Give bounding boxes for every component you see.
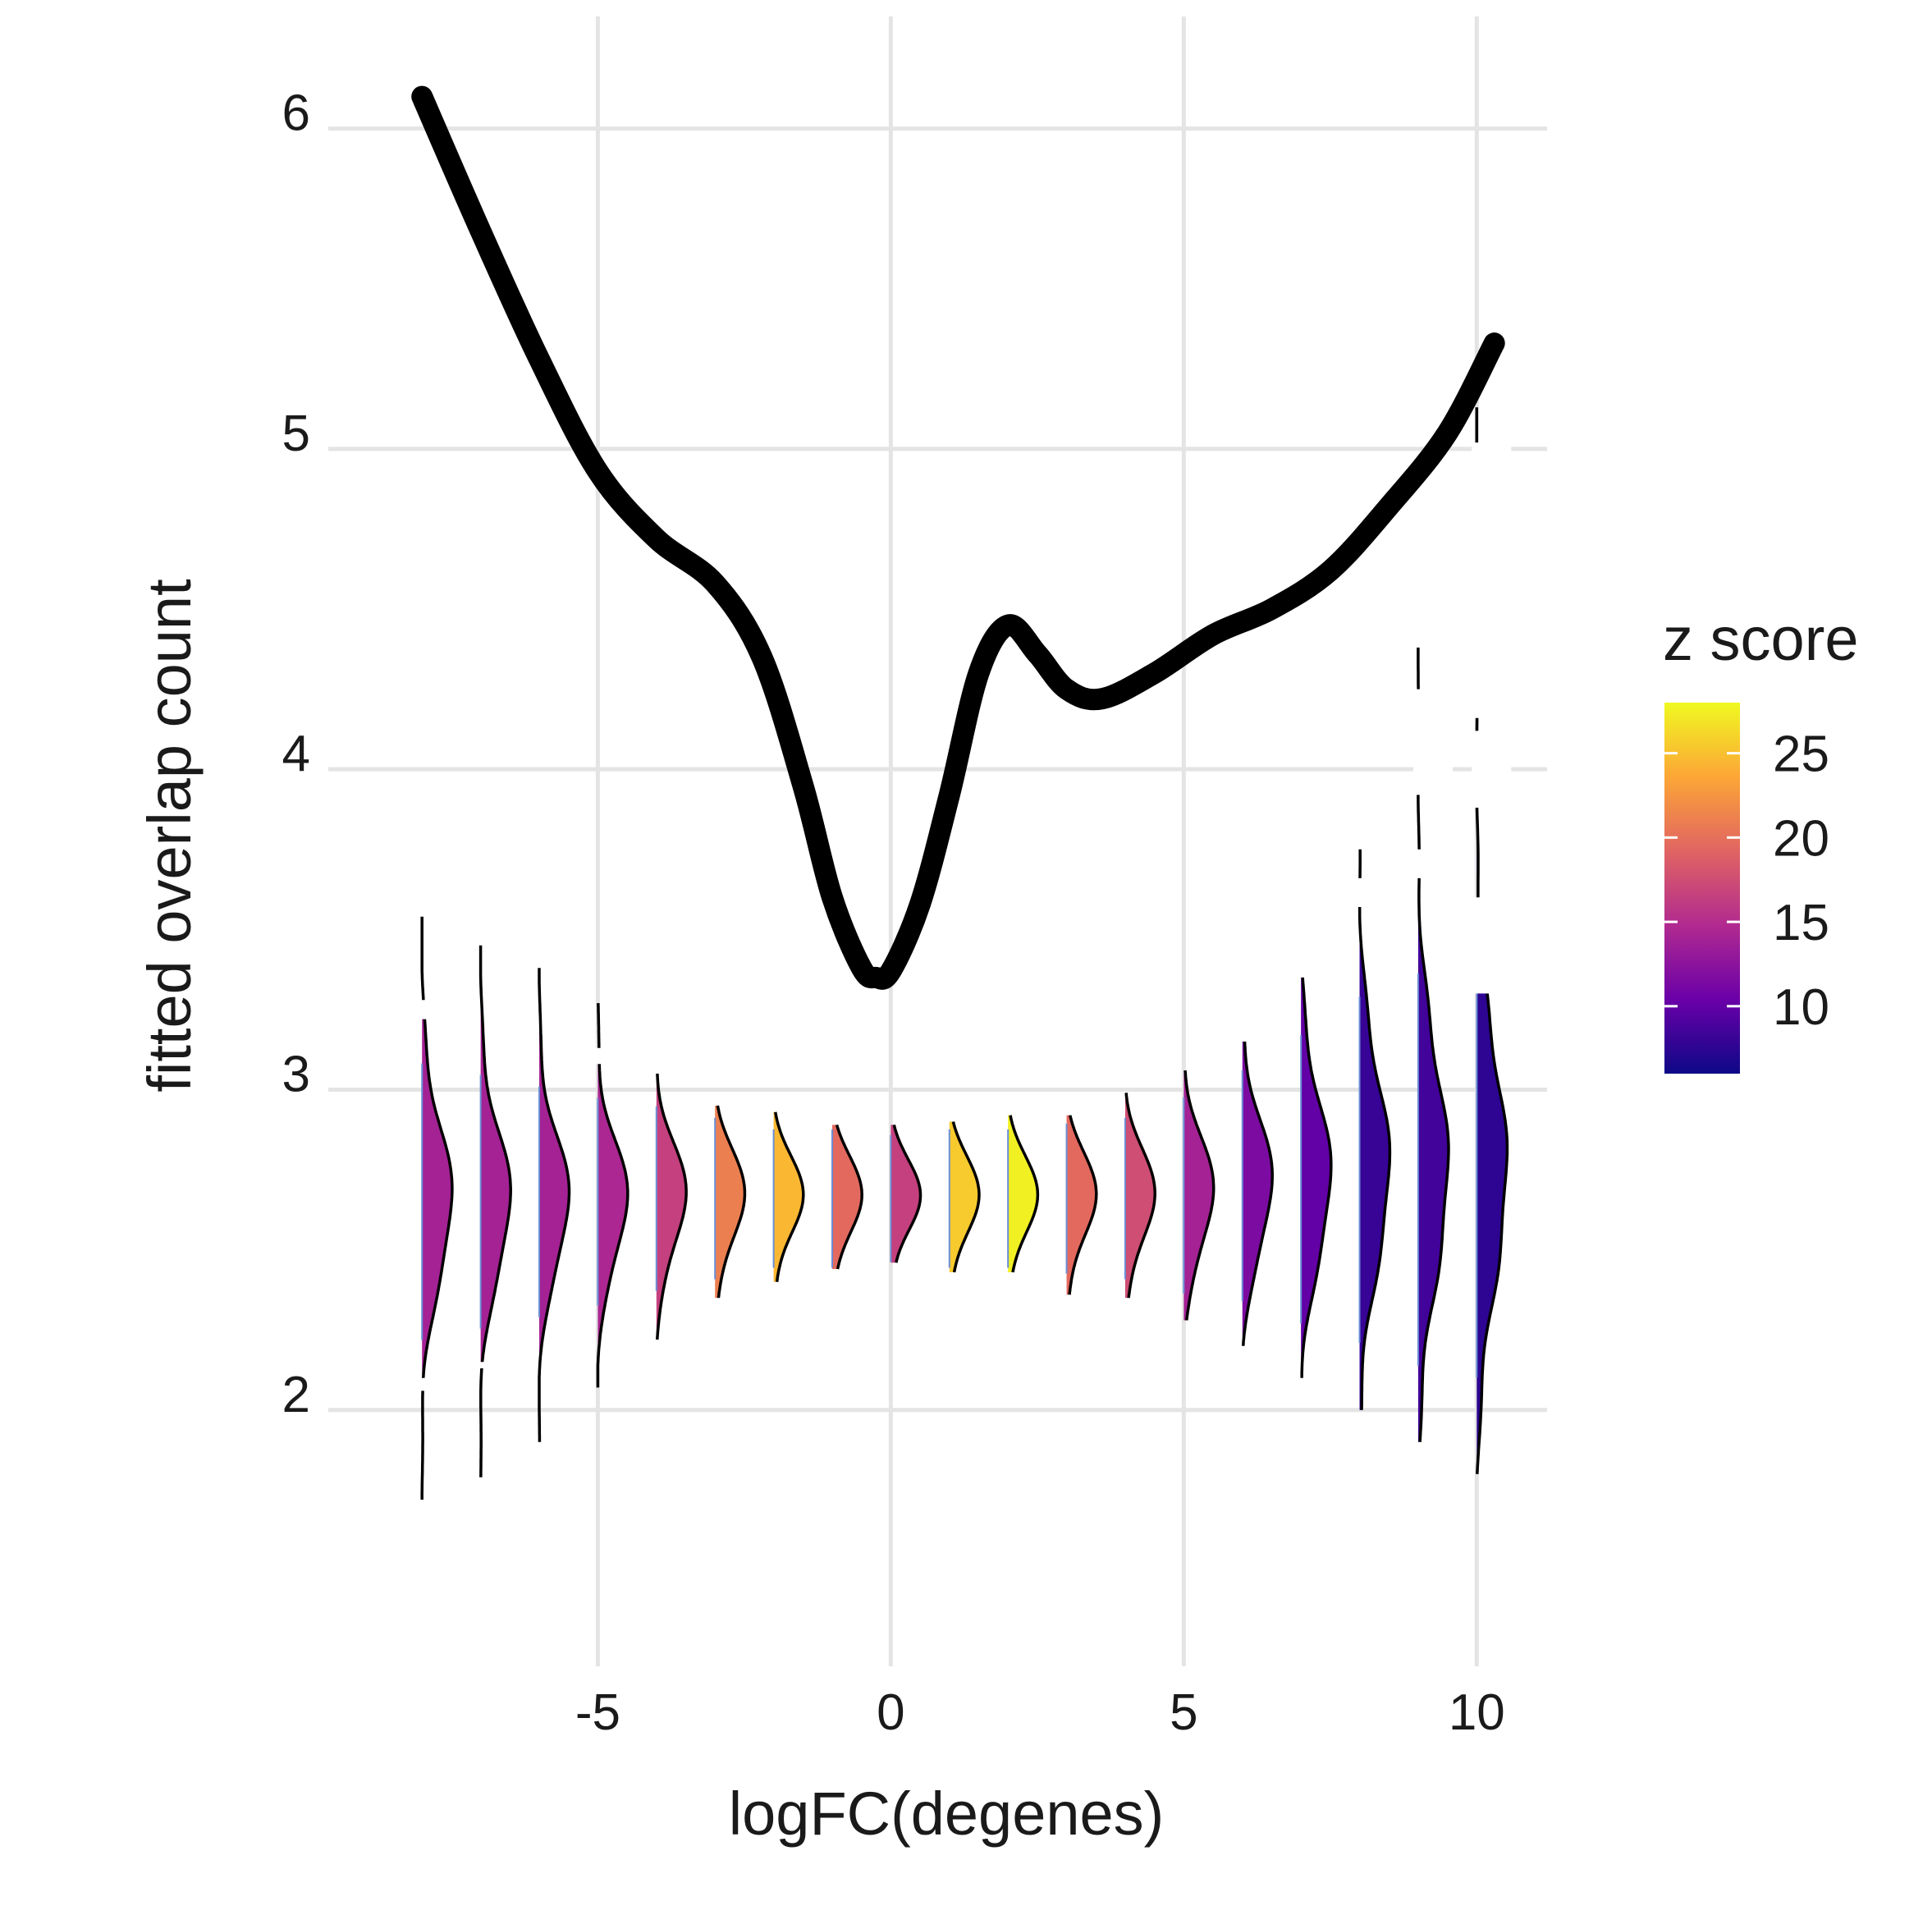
density-ridge <box>1412 647 1453 1442</box>
density-fill <box>480 945 511 1477</box>
y-tick-label: 4 <box>282 726 310 782</box>
legend-colorbar <box>1664 703 1740 1074</box>
legend-title: z score <box>1663 605 1859 673</box>
density-ridge <box>475 945 515 1477</box>
density-fill <box>831 1125 863 1270</box>
density-ridge <box>948 1121 981 1273</box>
legend-tick-label: 15 <box>1773 895 1829 951</box>
y-axis-title: fitted overlap count <box>135 579 204 1093</box>
density-fill <box>1008 1115 1038 1272</box>
density-outline <box>596 1003 630 1388</box>
density-outline <box>774 1111 805 1282</box>
y-tick-label: 6 <box>282 85 310 142</box>
fitted-curve-layer <box>411 85 1505 990</box>
density-ridge <box>1472 407 1512 1474</box>
density-fill <box>1124 1093 1156 1299</box>
density-ridge <box>1300 977 1333 1378</box>
density-fill <box>715 1105 745 1299</box>
density-fill <box>1242 1041 1273 1346</box>
legend-tick-label: 10 <box>1773 979 1829 1036</box>
x-tick-label: 0 <box>877 1684 904 1741</box>
density-outline <box>1068 1115 1098 1295</box>
density-outline <box>1183 1070 1216 1321</box>
density-fill <box>949 1121 979 1272</box>
y-tick-label: 2 <box>282 1367 310 1423</box>
density-outline <box>1124 1093 1156 1299</box>
tick-labels: -5 0 5 10 2 3 4 5 6 <box>282 85 1505 1741</box>
density-outline <box>538 968 571 1442</box>
legend-tick-label: 20 <box>1773 810 1829 867</box>
density-outline <box>1009 1115 1040 1273</box>
density-ridge <box>1065 1115 1098 1295</box>
density-fill <box>773 1111 803 1282</box>
density-fill <box>1359 849 1390 1410</box>
density-ridge <box>538 968 571 1442</box>
density-fill <box>1066 1115 1096 1295</box>
density-ridge <box>593 1003 633 1388</box>
density-outline <box>835 1124 863 1270</box>
density-fill <box>597 1003 628 1388</box>
density-ridges <box>417 407 1512 1500</box>
legend-tick-label: 25 <box>1773 726 1829 783</box>
y-tick-label: 5 <box>282 405 310 462</box>
x-tick-label: -5 <box>575 1684 620 1741</box>
density-ridge <box>1124 1093 1156 1299</box>
fitted-curve <box>411 85 1505 990</box>
x-tick-label: 5 <box>1170 1684 1197 1741</box>
density-fill <box>656 1073 687 1340</box>
density-ridge <box>714 1105 747 1299</box>
x-tick-label: 10 <box>1449 1684 1505 1741</box>
density-fill <box>539 968 570 1442</box>
legend: z score 10 15 20 25 <box>1663 605 1859 1074</box>
density-ridge <box>1241 1041 1274 1346</box>
density-ridge <box>831 1124 863 1270</box>
legend-ticks: 10 15 20 25 <box>1664 726 1829 1036</box>
x-axis-title: logFC(degenes) <box>729 1780 1165 1848</box>
density-outline <box>951 1121 981 1273</box>
density-ridge <box>890 1124 923 1263</box>
y-tick-label: 3 <box>282 1046 310 1102</box>
density-outline <box>655 1073 688 1340</box>
density-ridge <box>772 1111 805 1282</box>
density-ridge <box>655 1073 688 1340</box>
density-outline <box>892 1124 923 1263</box>
density-ridge <box>417 916 457 1500</box>
density-ridge <box>1354 849 1394 1410</box>
density-fill <box>1183 1070 1214 1321</box>
density-fill <box>1301 977 1331 1378</box>
density-outline <box>716 1105 747 1299</box>
density-fill <box>1476 407 1508 1474</box>
density-outline <box>1357 849 1392 1410</box>
density-outline <box>478 945 512 1477</box>
density-fill <box>890 1125 921 1263</box>
density-ridge <box>1007 1115 1040 1273</box>
density-fill <box>422 916 452 1500</box>
density-ridge <box>1183 1070 1216 1321</box>
density-outline <box>1241 1041 1274 1346</box>
density-outline <box>1300 977 1333 1378</box>
grid <box>328 16 1547 1666</box>
